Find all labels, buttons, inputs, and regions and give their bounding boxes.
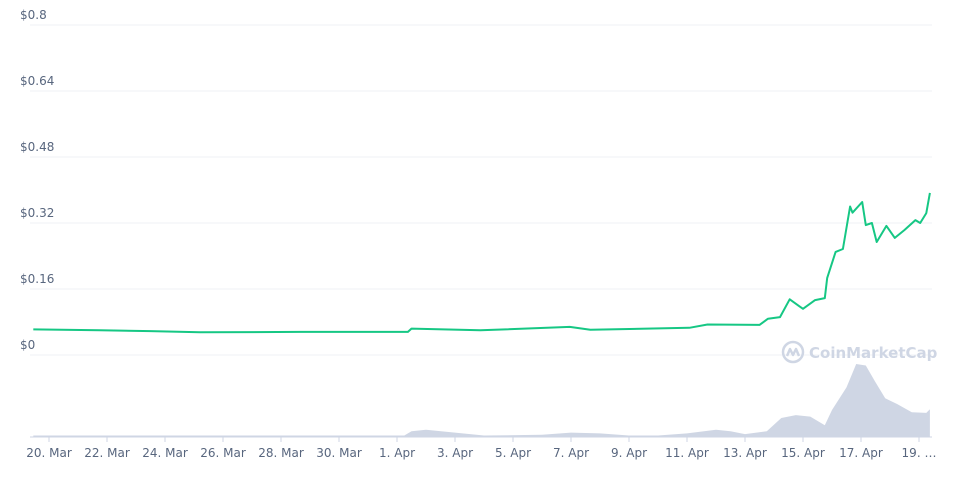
x-tick-label: 22. Mar [84,446,130,460]
y-tick-label: $0.48 [20,140,54,154]
x-axis-ticks: 20. Mar 22. Mar 24. Mar 26. Mar 28. Mar 30. M… [26,437,936,460]
x-tick-label: 28. Mar [258,446,304,460]
x-tick-label: 26. Mar [200,446,246,460]
price-line [33,193,930,332]
price-series [33,193,930,332]
x-tick-label: 19. … [902,446,937,460]
x-tick-label: 20. Mar [26,446,72,460]
y-axis-labels: $0 $0.16 $0.32 $0.48 $0.64 $0.8 [20,8,54,352]
y-tick-label: $0.8 [20,8,47,22]
x-tick-label: 11. Apr [665,446,709,460]
y-tick-label: $0.16 [20,272,54,286]
watermark-text: CoinMarketCap [809,344,938,362]
y-tick-label: $0 [20,338,35,352]
volume-area [33,364,930,437]
x-tick-label: 3. Apr [437,446,473,460]
x-tick-label: 7. Apr [553,446,589,460]
x-tick-label: 5. Apr [495,446,531,460]
x-tick-label: 17. Apr [839,446,883,460]
volume-area-path [33,364,930,437]
y-tick-label: $0.32 [20,206,54,220]
x-tick-label: 1. Apr [379,446,415,460]
watermark: CoinMarketCap [783,342,938,362]
x-tick-label: 30. Mar [316,446,362,460]
x-tick-label: 15. Apr [781,446,825,460]
x-tick-label: 9. Apr [611,446,647,460]
y-tick-label: $0.64 [20,74,54,88]
coinmarketcap-logo-icon [783,342,803,362]
x-tick-label: 24. Mar [142,446,188,460]
x-tick-label: 13. Apr [723,446,767,460]
